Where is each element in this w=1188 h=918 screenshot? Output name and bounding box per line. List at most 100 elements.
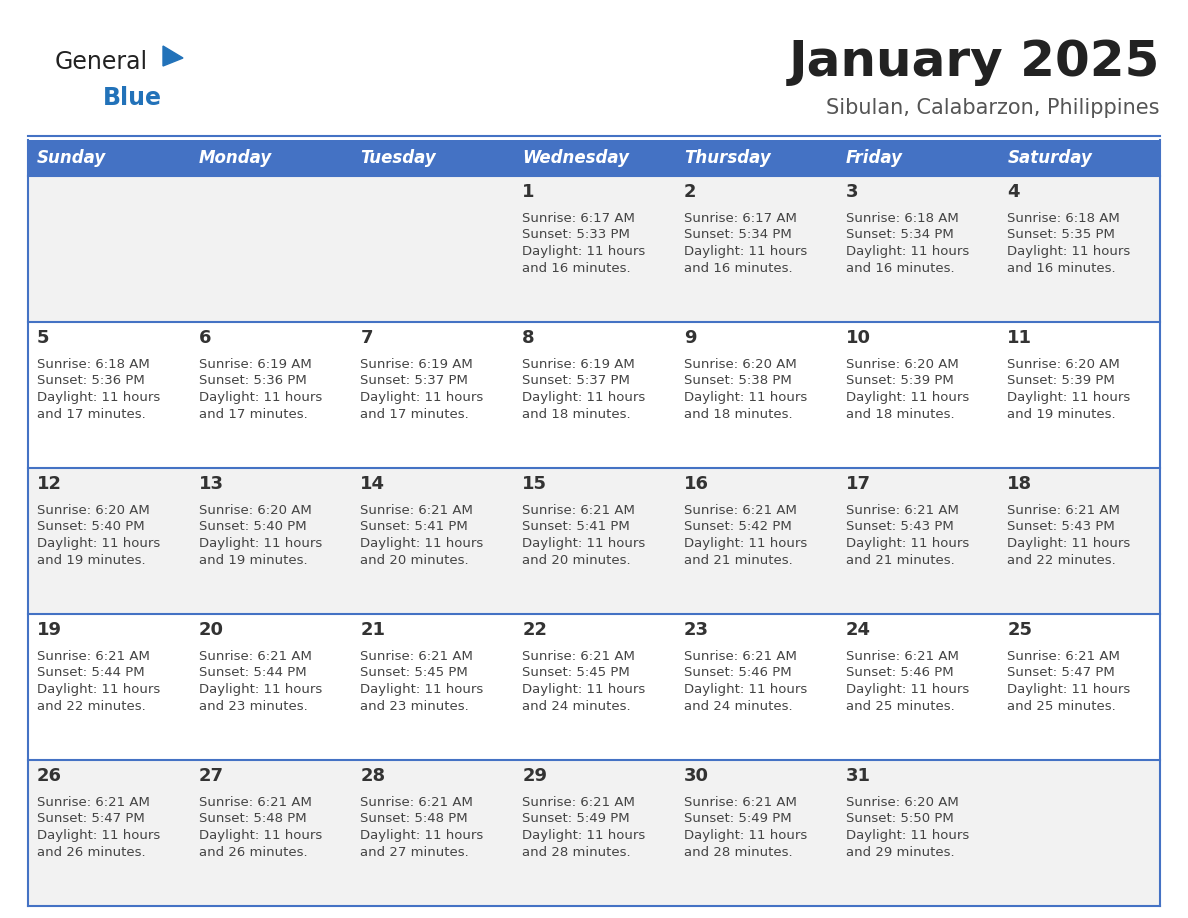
Text: Sunset: 5:41 PM: Sunset: 5:41 PM [360, 521, 468, 533]
Text: January 2025: January 2025 [789, 38, 1159, 86]
Text: Saturday: Saturday [1007, 149, 1092, 167]
Text: Sunrise: 6:21 AM: Sunrise: 6:21 AM [1007, 650, 1120, 663]
Text: Daylight: 11 hours: Daylight: 11 hours [684, 391, 807, 404]
Text: and 16 minutes.: and 16 minutes. [684, 262, 792, 274]
Text: and 25 minutes.: and 25 minutes. [846, 700, 954, 712]
Text: Sunrise: 6:21 AM: Sunrise: 6:21 AM [360, 796, 473, 809]
Text: Blue: Blue [103, 86, 162, 110]
Text: Sunrise: 6:18 AM: Sunrise: 6:18 AM [1007, 212, 1120, 225]
Text: 15: 15 [523, 475, 548, 493]
Text: Daylight: 11 hours: Daylight: 11 hours [684, 829, 807, 842]
Text: Daylight: 11 hours: Daylight: 11 hours [37, 829, 160, 842]
Bar [29, 468, 1159, 614]
Text: Daylight: 11 hours: Daylight: 11 hours [684, 537, 807, 550]
Text: Sunset: 5:49 PM: Sunset: 5:49 PM [523, 812, 630, 825]
Text: Sunrise: 6:21 AM: Sunrise: 6:21 AM [684, 650, 797, 663]
Text: Sunset: 5:34 PM: Sunset: 5:34 PM [684, 229, 791, 241]
Text: Sunset: 5:47 PM: Sunset: 5:47 PM [1007, 666, 1116, 679]
Text: Sunset: 5:37 PM: Sunset: 5:37 PM [523, 375, 630, 387]
Text: and 18 minutes.: and 18 minutes. [846, 408, 954, 420]
Text: and 16 minutes.: and 16 minutes. [523, 262, 631, 274]
Text: and 26 minutes.: and 26 minutes. [198, 845, 308, 858]
Text: and 24 minutes.: and 24 minutes. [523, 700, 631, 712]
Bar [29, 760, 1159, 906]
Text: Monday: Monday [198, 149, 272, 167]
Text: 2: 2 [684, 183, 696, 201]
Text: Sunset: 5:46 PM: Sunset: 5:46 PM [684, 666, 791, 679]
Text: Sunrise: 6:21 AM: Sunrise: 6:21 AM [523, 796, 636, 809]
Text: Daylight: 11 hours: Daylight: 11 hours [360, 683, 484, 696]
Text: Sunset: 5:41 PM: Sunset: 5:41 PM [523, 521, 630, 533]
Text: 26: 26 [37, 767, 62, 785]
Text: and 19 minutes.: and 19 minutes. [37, 554, 146, 566]
Text: Daylight: 11 hours: Daylight: 11 hours [846, 683, 969, 696]
Text: Sunrise: 6:21 AM: Sunrise: 6:21 AM [523, 650, 636, 663]
Text: 22: 22 [523, 621, 548, 639]
Text: and 19 minutes.: and 19 minutes. [1007, 408, 1116, 420]
Text: and 23 minutes.: and 23 minutes. [360, 700, 469, 712]
Text: Sunday: Sunday [37, 149, 106, 167]
Text: 1: 1 [523, 183, 535, 201]
Text: 11: 11 [1007, 329, 1032, 347]
Text: 21: 21 [360, 621, 385, 639]
Text: Sunset: 5:45 PM: Sunset: 5:45 PM [360, 666, 468, 679]
Text: Sunset: 5:40 PM: Sunset: 5:40 PM [37, 521, 145, 533]
Text: Daylight: 11 hours: Daylight: 11 hours [1007, 683, 1131, 696]
Text: and 20 minutes.: and 20 minutes. [360, 554, 469, 566]
Bar [29, 176, 1159, 322]
Text: Sunrise: 6:19 AM: Sunrise: 6:19 AM [523, 358, 634, 371]
Text: and 18 minutes.: and 18 minutes. [523, 408, 631, 420]
Text: Sunrise: 6:17 AM: Sunrise: 6:17 AM [684, 212, 797, 225]
Text: and 26 minutes.: and 26 minutes. [37, 845, 146, 858]
Text: Daylight: 11 hours: Daylight: 11 hours [360, 829, 484, 842]
Text: 14: 14 [360, 475, 385, 493]
Text: and 23 minutes.: and 23 minutes. [198, 700, 308, 712]
Text: Sunset: 5:39 PM: Sunset: 5:39 PM [846, 375, 953, 387]
Polygon shape [163, 46, 183, 66]
Text: and 25 minutes.: and 25 minutes. [1007, 700, 1116, 712]
Text: Sunrise: 6:18 AM: Sunrise: 6:18 AM [846, 212, 959, 225]
Text: Daylight: 11 hours: Daylight: 11 hours [523, 537, 645, 550]
Text: Daylight: 11 hours: Daylight: 11 hours [37, 391, 160, 404]
Text: and 19 minutes.: and 19 minutes. [198, 554, 308, 566]
Text: and 21 minutes.: and 21 minutes. [846, 554, 954, 566]
Text: and 28 minutes.: and 28 minutes. [684, 845, 792, 858]
Bar [675, 140, 836, 176]
Text: Sunrise: 6:21 AM: Sunrise: 6:21 AM [846, 504, 959, 517]
Text: 28: 28 [360, 767, 386, 785]
Text: Sunset: 5:44 PM: Sunset: 5:44 PM [198, 666, 307, 679]
Text: Sunset: 5:50 PM: Sunset: 5:50 PM [846, 812, 953, 825]
Text: and 16 minutes.: and 16 minutes. [846, 262, 954, 274]
Text: Sunset: 5:38 PM: Sunset: 5:38 PM [684, 375, 791, 387]
Text: Sunrise: 6:20 AM: Sunrise: 6:20 AM [37, 504, 150, 517]
Text: and 22 minutes.: and 22 minutes. [1007, 554, 1116, 566]
Text: Daylight: 11 hours: Daylight: 11 hours [846, 391, 969, 404]
Text: 9: 9 [684, 329, 696, 347]
Text: Sunset: 5:36 PM: Sunset: 5:36 PM [37, 375, 145, 387]
Text: Sunrise: 6:17 AM: Sunrise: 6:17 AM [523, 212, 636, 225]
Text: General: General [55, 50, 148, 74]
Text: Daylight: 11 hours: Daylight: 11 hours [198, 829, 322, 842]
Text: Sunset: 5:44 PM: Sunset: 5:44 PM [37, 666, 145, 679]
Text: Sunset: 5:34 PM: Sunset: 5:34 PM [846, 229, 953, 241]
Text: Sunrise: 6:21 AM: Sunrise: 6:21 AM [523, 504, 636, 517]
Text: Sunset: 5:43 PM: Sunset: 5:43 PM [846, 521, 953, 533]
Text: Daylight: 11 hours: Daylight: 11 hours [1007, 391, 1131, 404]
Text: Sunrise: 6:21 AM: Sunrise: 6:21 AM [198, 650, 311, 663]
Text: 17: 17 [846, 475, 871, 493]
Text: Sunrise: 6:20 AM: Sunrise: 6:20 AM [1007, 358, 1120, 371]
Text: 20: 20 [198, 621, 223, 639]
Text: Sunrise: 6:21 AM: Sunrise: 6:21 AM [360, 650, 473, 663]
Text: Daylight: 11 hours: Daylight: 11 hours [684, 683, 807, 696]
Text: 12: 12 [37, 475, 62, 493]
Text: and 20 minutes.: and 20 minutes. [523, 554, 631, 566]
Text: 16: 16 [684, 475, 709, 493]
Text: Sunset: 5:46 PM: Sunset: 5:46 PM [846, 666, 953, 679]
Text: Sunrise: 6:19 AM: Sunrise: 6:19 AM [198, 358, 311, 371]
Text: and 21 minutes.: and 21 minutes. [684, 554, 792, 566]
Text: 7: 7 [360, 329, 373, 347]
Text: Sunrise: 6:21 AM: Sunrise: 6:21 AM [360, 504, 473, 517]
Text: Sunrise: 6:21 AM: Sunrise: 6:21 AM [37, 796, 150, 809]
Bar [836, 140, 998, 176]
Text: Wednesday: Wednesday [523, 149, 630, 167]
